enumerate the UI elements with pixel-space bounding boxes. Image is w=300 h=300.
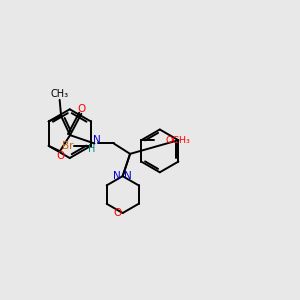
Text: N: N xyxy=(113,171,121,181)
Text: H: H xyxy=(88,144,96,154)
Text: O: O xyxy=(113,208,122,218)
Text: Br: Br xyxy=(62,141,74,151)
Text: N: N xyxy=(124,171,132,181)
Text: OCH₃: OCH₃ xyxy=(165,136,190,145)
Text: N: N xyxy=(93,135,101,145)
Text: CH₃: CH₃ xyxy=(51,89,69,99)
Text: O: O xyxy=(77,104,86,114)
Text: O: O xyxy=(56,151,65,161)
